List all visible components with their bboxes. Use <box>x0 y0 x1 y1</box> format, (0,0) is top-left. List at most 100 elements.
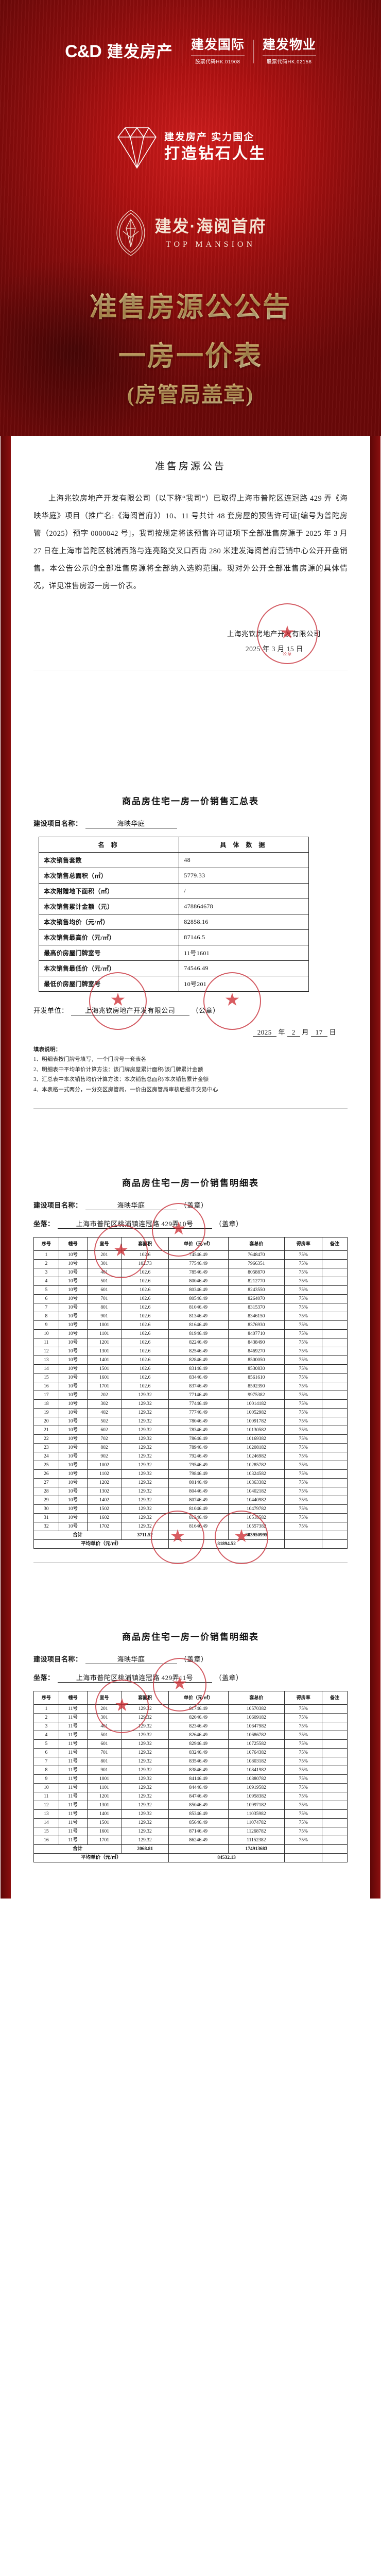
summary-project-value: 海映华庭 <box>85 818 177 828</box>
table-cell: 75% <box>284 1285 323 1295</box>
detail-col-header: 得房率 <box>284 1237 323 1251</box>
table-cell: 14 <box>33 1818 59 1828</box>
table-row: 10 11号 1101 129.32 84446.49 10919582 75% <box>33 1783 348 1793</box>
table-cell: 129.32 <box>121 1792 169 1802</box>
table-cell <box>322 1487 348 1497</box>
summary-row: 本次附赠地下面积（㎡） / <box>38 883 309 899</box>
table-cell: 82046.49 <box>168 1713 229 1723</box>
table-cell <box>322 1312 348 1321</box>
summary-date-month-unit: 月 <box>302 1028 309 1036</box>
table-cell: 129.32 <box>121 1801 169 1810</box>
summary-date-day: 17 <box>310 1028 327 1037</box>
table-cell: 18 <box>33 1399 59 1409</box>
table-cell: 4 <box>33 1277 59 1286</box>
table-cell: 129.32 <box>121 1722 169 1732</box>
table-cell: 1701 <box>86 1836 122 1845</box>
table-cell: 129.32 <box>121 1391 169 1400</box>
table-cell: 80046.49 <box>168 1277 229 1286</box>
table-cell: 402 <box>86 1408 122 1418</box>
table-cell: 401 <box>86 1722 122 1732</box>
table-cell: 10402182 <box>228 1487 285 1497</box>
summary-signature-block: 开发单位： 上海兆钦房地产开发有限公司 （公章） 2025 年 2 月 17 日 <box>33 1005 348 1037</box>
detail-col-header: 单价（元/㎡） <box>168 1691 229 1705</box>
detail11-location-tail: （盖章） <box>215 1674 243 1682</box>
table-cell: 75% <box>284 1408 323 1418</box>
detail-col-header: 得房率 <box>284 1691 323 1705</box>
table-cell: 10号 <box>58 1478 88 1488</box>
table-cell <box>322 1513 348 1523</box>
table-cell: 75% <box>284 1496 323 1505</box>
table-row: 27 10号 1202 129.32 80146.49 10363382 75% <box>33 1478 348 1488</box>
table-cell: 8346150 <box>228 1312 285 1321</box>
table-row: 16 11号 1701 129.32 86246.49 11152382 75% <box>33 1836 348 1845</box>
table-row: 3 10号 401 102.6 78546.49 8058870 75% <box>33 1268 348 1278</box>
announcement-signature: ★ 公章 上海兆钦房地产开发有限公司 2025 年 3 月 15 日 <box>33 603 348 665</box>
detail11-project-tail: （盖章） <box>180 1655 208 1664</box>
table-cell: 902 <box>86 1452 122 1462</box>
table-cell: 10号 <box>58 1434 88 1444</box>
table-cell <box>322 1469 348 1479</box>
table-cell: 79846.49 <box>168 1469 229 1479</box>
table-cell: 7966351 <box>228 1259 285 1269</box>
summary-row: 本次销售累计金额（元） 478864678 <box>38 898 309 914</box>
table-cell: 1 <box>33 1704 59 1714</box>
table-cell: 75% <box>284 1364 323 1374</box>
detail10-location-tail: （盖章） <box>215 1220 243 1228</box>
table-cell: 102.6 <box>121 1373 169 1383</box>
summary-row-label: 最高价房屋门牌室号 <box>38 944 180 961</box>
table-cell: 202 <box>86 1391 122 1400</box>
table-cell: 129.32 <box>121 1452 169 1462</box>
table-cell: 11035982 <box>228 1809 285 1819</box>
table-cell: 1001 <box>86 1774 122 1784</box>
table-cell: 1101 <box>86 1329 122 1339</box>
detail10-tbody: 1 10号 201 102.6 74546.49 7648470 75% 2 10号 301 102… <box>33 1250 348 1549</box>
table-cell: 129.32 <box>121 1513 169 1523</box>
table-cell: 9 <box>33 1774 59 1784</box>
table-cell <box>322 1303 348 1313</box>
detail-col-header: 套总价 <box>228 1237 285 1251</box>
detail-col-header: 序号 <box>33 1237 59 1251</box>
total-price: 303950995 <box>228 1531 285 1540</box>
detail-col-header: 套面积 <box>121 1237 169 1251</box>
table-cell: 10686782 <box>228 1731 285 1740</box>
table-cell <box>322 1504 348 1514</box>
detail-col-header: 室号 <box>86 1237 122 1251</box>
table-cell: 129.32 <box>121 1774 169 1784</box>
table-cell: 129.32 <box>121 1757 169 1767</box>
table-cell: 11号 <box>58 1739 88 1749</box>
table-cell <box>322 1426 348 1435</box>
table-cell <box>322 1250 348 1260</box>
total-row: 合计 2068.81 174913683 <box>33 1844 348 1854</box>
detail-col-header: 备注 <box>322 1691 348 1705</box>
table-row: 6 11号 701 129.32 83246.49 10764382 75% <box>33 1748 348 1758</box>
table-row: 6 10号 701 102.6 80546.49 8264070 75% <box>33 1294 348 1304</box>
table-cell: 601 <box>86 1739 122 1749</box>
table-cell: 75% <box>284 1513 323 1523</box>
table-cell: 129.32 <box>121 1426 169 1435</box>
table-cell: 75% <box>284 1487 323 1497</box>
announcement-body: 上海兆钦房地产开发有限公司（以下称“我司”）已取得上海市普陀区连冠路 429 弄… <box>33 494 348 591</box>
table-cell: 1201 <box>86 1792 122 1802</box>
summary-title: 商品房住宅一房一价销售汇总表 <box>122 796 259 806</box>
table-cell: 8561610 <box>228 1373 285 1383</box>
table-cell: 10052982 <box>228 1408 285 1418</box>
table-row: 7 10号 801 102.6 81046.49 8315370 75% <box>33 1303 348 1313</box>
table-cell: 129.32 <box>121 1818 169 1828</box>
table-cell: 11号 <box>58 1704 88 1714</box>
table-cell: 10号 <box>58 1364 88 1374</box>
table-cell: 75% <box>284 1713 323 1723</box>
summary-date-year: 2025 <box>252 1028 276 1037</box>
table-cell: 9 <box>33 1320 59 1330</box>
table-cell: 83846.49 <box>168 1766 229 1775</box>
average-value: 84532.13 <box>168 1853 285 1863</box>
table-cell: 31 <box>33 1513 59 1523</box>
table-cell: 102.6 <box>121 1294 169 1304</box>
table-row: 15 10号 1601 102.6 83446.49 8561610 75% <box>33 1373 348 1383</box>
page-separator-3 <box>33 1562 348 1563</box>
table-cell: 11号 <box>58 1748 88 1758</box>
detail11-location-label: 坐落： <box>33 1674 55 1682</box>
detail11-title: 商品房住宅一房一价销售明细表 <box>122 1632 259 1642</box>
table-cell: 87146.49 <box>168 1827 229 1837</box>
detail11-project-label: 建设项目名称： <box>33 1655 82 1664</box>
note-item: 3、汇总表中本次销售均价计算方法：本次销售总面积/本次销售累计金额 <box>33 1077 209 1083</box>
